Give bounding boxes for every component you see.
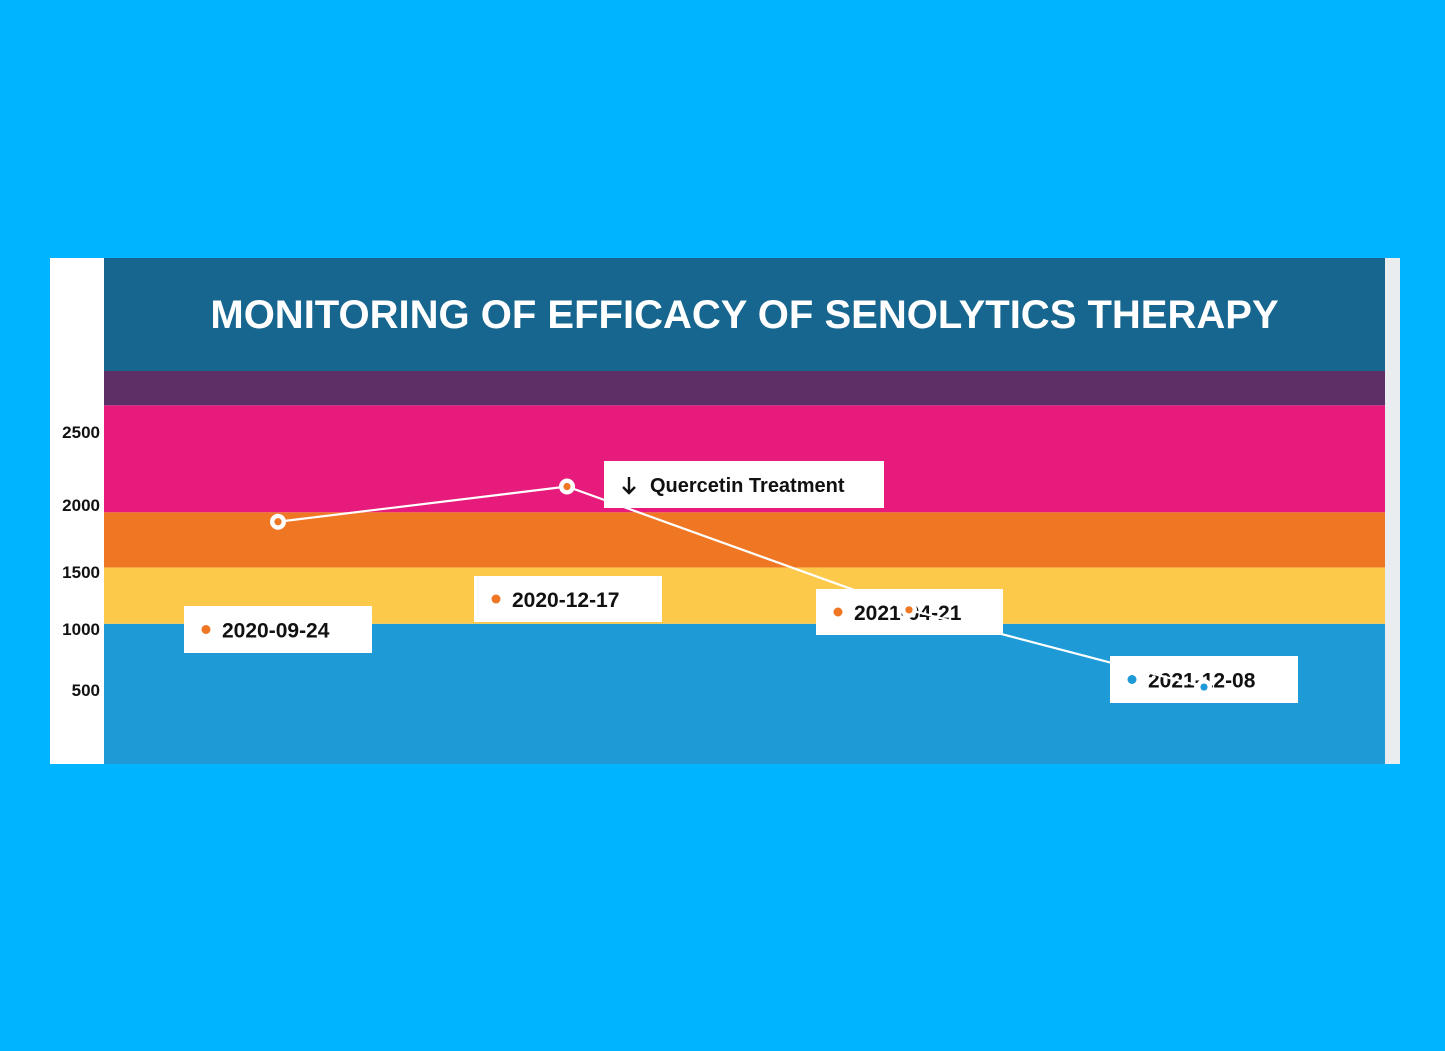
arrow-down-icon [622,477,636,495]
point-label-box [184,606,372,653]
point-label-dot [1127,675,1137,684]
point-label: 2020-12-17 [512,589,619,612]
data-point-center [563,482,571,491]
annotations: Quercetin Treatment [604,461,884,508]
y-tick-label: 2000 [62,496,100,515]
title-bar [104,258,1385,371]
y-tick-label: 1000 [62,620,100,639]
point-label-box [474,576,662,622]
color-bands [104,371,1385,764]
data-point-center [905,606,913,614]
y-tick-label: 1500 [62,563,100,582]
annotation-label: Quercetin Treatment [650,475,845,497]
chart: MONITORING OF EFFICACY OF SENOLYTICS THE… [62,258,1400,764]
series-line [277,485,1205,689]
point-label-dot [491,594,501,604]
data-point-center [1200,683,1208,691]
arrow-head [622,486,636,495]
chart-title: MONITORING OF EFFICACY OF SENOLYTICS THE… [210,293,1279,337]
point-label-dot [833,607,843,617]
right-edge [1385,258,1400,764]
chart-card: MONITORING OF EFFICACY OF SENOLYTICS THE… [50,258,1400,764]
point-label: 2020-09-24 [222,620,330,643]
data-point-center [274,518,282,526]
band-2 [104,512,1385,568]
data-points [270,478,1212,696]
y-axis-ticks: 500 1000 1500 2000 2500 [62,423,100,700]
point-label-dot [201,625,211,634]
annotation-box [604,461,884,508]
y-tick-label: 2500 [62,423,100,442]
band-4 [104,371,1385,406]
y-tick-label: 500 [72,681,100,700]
